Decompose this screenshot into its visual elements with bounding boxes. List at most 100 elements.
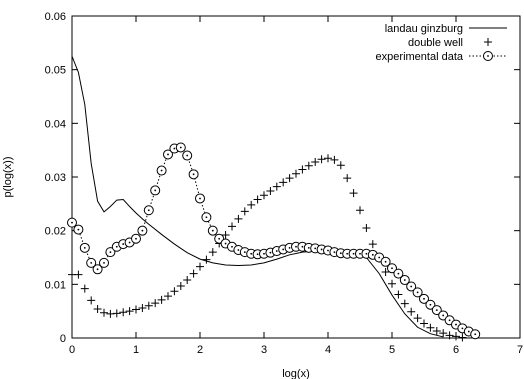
y-tick-label-3: 0.03 <box>45 172 66 184</box>
data-point-1-54 <box>413 314 422 323</box>
data-point-2-2 <box>79 242 90 253</box>
y-tick-label-4: 0.04 <box>45 118 66 130</box>
data-point-2-14 <box>156 165 167 176</box>
data-point-1-51 <box>394 290 403 299</box>
x-tick-label-2: 2 <box>197 344 203 356</box>
data-point-1-3 <box>87 296 96 305</box>
data-point-1-56 <box>426 323 435 332</box>
data-point-2-6 <box>105 247 116 258</box>
data-point-1-21 <box>202 255 211 264</box>
data-point-1-61 <box>458 333 467 342</box>
data-point-2-52 <box>399 275 410 286</box>
data-point-2-20 <box>195 193 205 204</box>
data-point-1-4 <box>93 305 102 314</box>
data-point-1-52 <box>400 299 409 308</box>
data-point-2-5 <box>99 257 109 268</box>
data-point-1-34 <box>285 174 294 183</box>
data-point-1-59 <box>445 331 454 340</box>
data-point-2-57 <box>431 305 442 316</box>
y-tick-label-6: 0.06 <box>45 11 66 23</box>
data-point-1-39 <box>317 155 326 164</box>
series-layer <box>67 56 481 342</box>
data-point-2-51 <box>393 268 404 279</box>
data-point-1-46 <box>362 223 371 232</box>
y-tick-label-2: 0.02 <box>45 226 66 238</box>
x-tick-label-1: 1 <box>133 344 139 356</box>
data-point-1-30 <box>260 191 268 200</box>
data-point-1-15 <box>164 292 172 301</box>
data-point-2-11 <box>137 225 148 236</box>
y-tick-label-0: 0 <box>60 333 66 345</box>
data-point-1-24 <box>221 230 230 239</box>
data-point-1-6 <box>106 309 115 318</box>
data-point-1-14 <box>157 295 166 304</box>
x-tick-label-7: 7 <box>517 344 523 356</box>
data-point-2-13 <box>150 185 161 196</box>
data-point-2-49 <box>380 256 391 267</box>
data-point-1-41 <box>330 155 339 164</box>
y-tick-label-5: 0.05 <box>45 65 66 77</box>
data-point-1-32 <box>272 182 281 191</box>
x-tick-label-0: 0 <box>69 344 75 356</box>
data-point-1-7 <box>112 309 121 318</box>
data-point-1-1 <box>74 270 83 279</box>
data-point-1-2 <box>80 284 89 293</box>
data-point-1-60 <box>452 332 460 341</box>
series-1 <box>68 154 467 342</box>
data-point-1-36 <box>298 165 307 174</box>
data-point-1-29 <box>253 195 262 204</box>
data-point-1-44 <box>349 189 358 198</box>
data-point-1-20 <box>196 262 204 271</box>
data-point-1-12 <box>144 301 153 310</box>
data-point-1-38 <box>311 157 320 166</box>
data-point-1-49 <box>381 267 390 276</box>
y-axis-label: p(log(x)) <box>2 157 14 198</box>
data-point-1-28 <box>247 200 256 209</box>
data-point-1-26 <box>234 214 243 223</box>
data-point-2-12 <box>143 205 154 216</box>
data-point-1-37 <box>304 161 313 170</box>
data-point-1-13 <box>151 299 160 308</box>
x-tick-label-5: 5 <box>389 344 395 356</box>
legend-label-2: experimental data <box>376 51 464 63</box>
data-point-1-40 <box>324 154 332 163</box>
data-point-2-3 <box>86 257 97 268</box>
series-line-0 <box>71 56 444 338</box>
x-tick-label-3: 3 <box>261 344 267 356</box>
data-point-2-18 <box>182 150 193 161</box>
data-point-2-56 <box>425 299 436 310</box>
data-point-2-0 <box>67 217 77 228</box>
data-point-1-11 <box>138 303 147 312</box>
data-point-2-4 <box>92 264 103 275</box>
data-point-1-47 <box>368 240 377 249</box>
axis-tick-labels: 0 1 2 3 4 5 6 7 0 0.01 0.02 0.03 0.04 0.05 0.06 <box>45 11 523 356</box>
data-point-1-55 <box>420 319 428 328</box>
data-point-2-19 <box>188 169 199 180</box>
data-point-1-19 <box>189 269 198 278</box>
data-point-2-1 <box>73 224 84 235</box>
data-point-1-35 <box>292 169 300 178</box>
data-point-2-22 <box>207 225 218 236</box>
data-point-1-53 <box>407 307 416 316</box>
data-point-1-17 <box>176 281 185 290</box>
data-point-1-22 <box>208 248 217 257</box>
data-point-2-63 <box>470 329 481 340</box>
data-point-1-58 <box>439 329 448 338</box>
legend-swatch-2 <box>483 51 493 61</box>
data-point-1-45 <box>356 206 364 215</box>
data-point-1-57 <box>432 327 441 336</box>
x-tick-label-6: 6 <box>453 344 459 356</box>
data-point-2-17 <box>175 142 186 153</box>
data-point-2-55 <box>419 293 429 304</box>
data-point-1-16 <box>170 287 179 296</box>
legend: landau ginzburg double well experimental d… <box>376 23 507 63</box>
data-point-1-25 <box>228 222 236 231</box>
x-tick-label-4: 4 <box>325 344 331 356</box>
data-point-1-50 <box>388 279 396 288</box>
series-2 <box>67 142 481 340</box>
data-point-1-27 <box>240 207 249 216</box>
data-point-1-33 <box>279 178 288 187</box>
data-point-1-5 <box>100 308 108 317</box>
x-axis-label: log(x) <box>282 368 310 379</box>
